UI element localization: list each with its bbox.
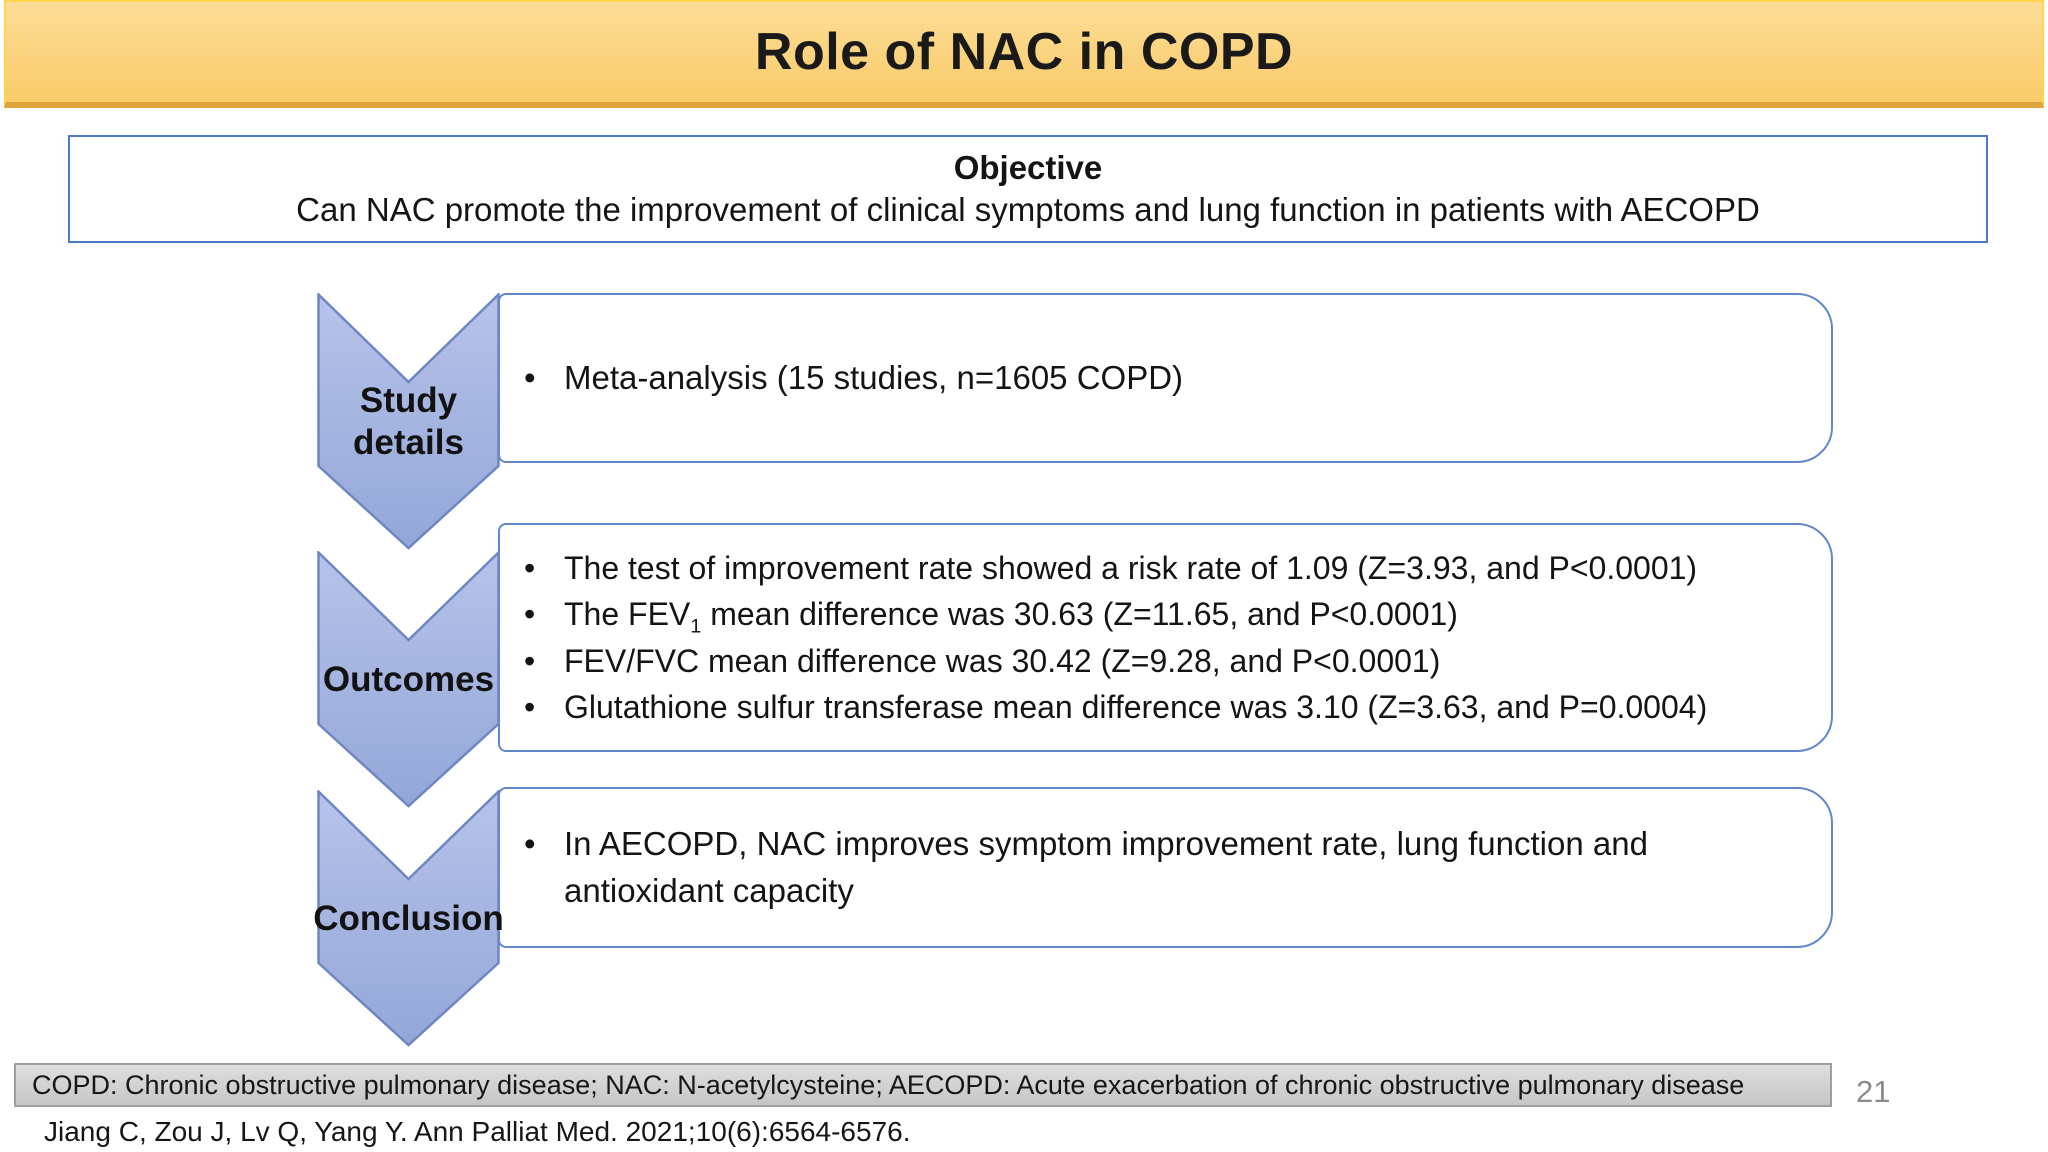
chevron-label-conclusion: Conclusion <box>313 898 504 938</box>
chevron-label-outcomes: Outcomes <box>322 659 495 699</box>
conclusion-bullet-list: In AECOPD, NAC improves symptom improvem… <box>520 821 1807 915</box>
outcomes-chevron: Outcomes <box>317 551 500 808</box>
page-number: 21 <box>1856 1074 1891 1109</box>
citation-text: Jiang C, Zou J, Lv Q, Yang Y. Ann Pallia… <box>44 1116 911 1147</box>
outcomes-bullet-list: The test of improvement rate showed a ri… <box>520 545 1807 731</box>
bullet-item: Glutathione sulfur transferase mean diff… <box>520 684 1807 731</box>
slide-title: Role of NAC in COPD <box>754 23 1294 81</box>
chevron-down-icon <box>317 551 500 808</box>
objective-question: Can NAC promote the improvement of clini… <box>296 191 1760 228</box>
conclusion-chevron: Conclusion <box>313 790 504 1047</box>
bullet-item: The test of improvement rate showed a ri… <box>520 545 1807 592</box>
objective-heading: Objective <box>953 149 1103 186</box>
abbreviations-text: COPD: Chronic obstructive pulmonary dise… <box>32 1069 1745 1100</box>
bullet-item: Meta-analysis (15 studies, n=1605 COPD) <box>520 355 1807 402</box>
study-details-bullet-list: Meta-analysis (15 studies, n=1605 COPD) <box>520 355 1807 402</box>
bullet-item: In AECOPD, NAC improves symptom improvem… <box>520 821 1744 915</box>
abbreviations-bar: COPD: Chronic obstructive pulmonary dise… <box>14 1063 1832 1107</box>
bullet-item: FEV/FVC mean difference was 30.42 (Z=9.2… <box>520 638 1807 685</box>
objective-box: Objective Can NAC promote the improvemen… <box>68 135 1988 243</box>
chevron-label-study-details: Study details <box>353 380 464 462</box>
chevron-down-icon <box>317 293 500 550</box>
study-details-chevron: Study details <box>317 293 500 550</box>
title-banner: Role of NAC in COPD <box>4 0 2044 108</box>
outcomes-box: The test of improvement rate showed a ri… <box>498 523 1833 752</box>
study-details-box: Meta-analysis (15 studies, n=1605 COPD) <box>498 293 1833 463</box>
bullet-item: The FEV1 mean difference was 30.63 (Z=11… <box>520 591 1807 638</box>
conclusion-box: In AECOPD, NAC improves symptom improvem… <box>498 787 1833 948</box>
chevron-down-icon <box>317 790 500 1047</box>
